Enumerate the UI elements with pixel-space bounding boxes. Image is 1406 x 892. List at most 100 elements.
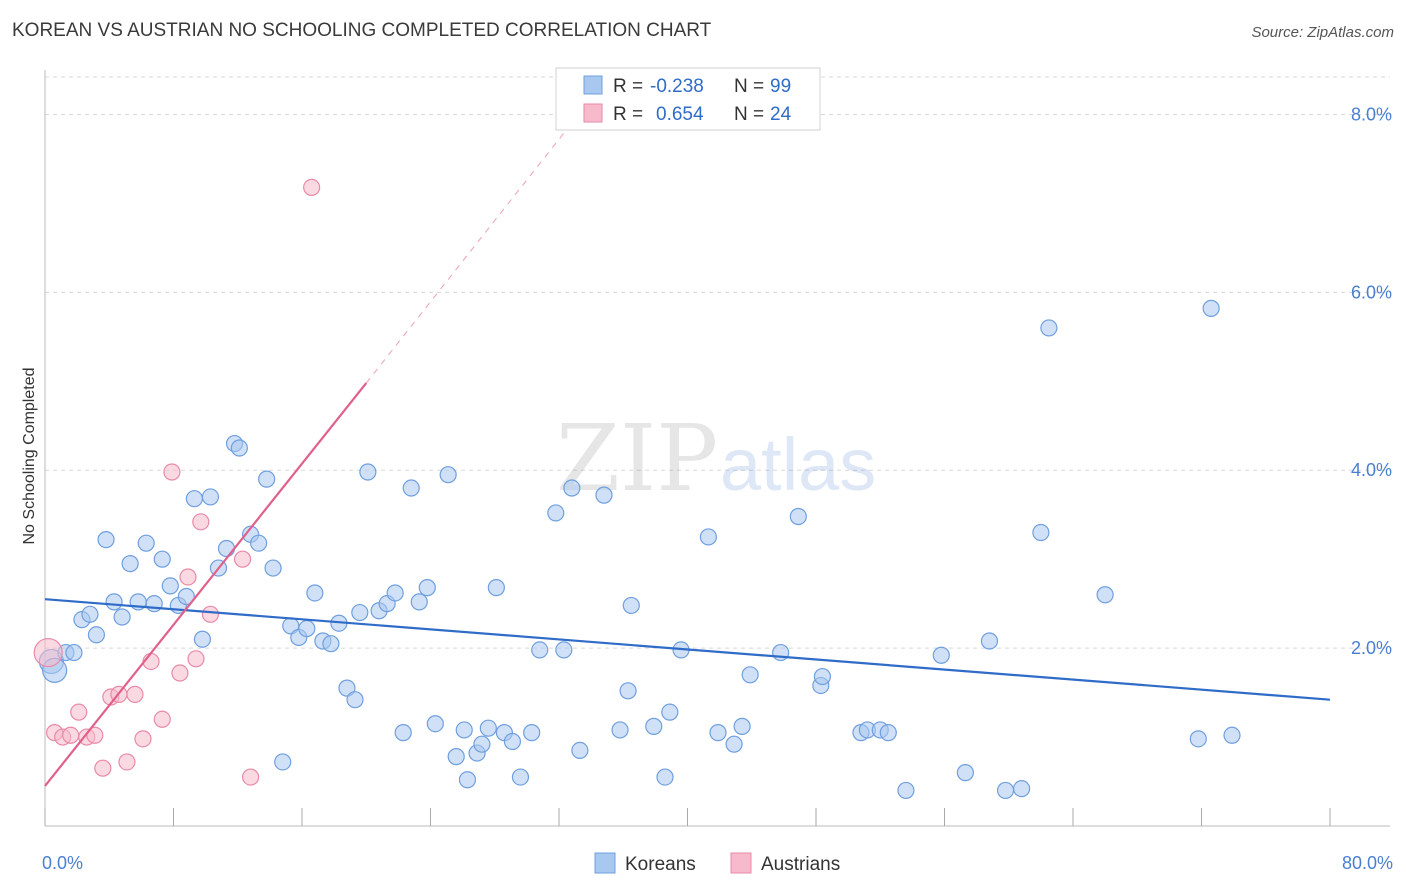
- austrian-point: [153, 710, 171, 728]
- korean-point: [547, 504, 565, 522]
- austrian-trend-extension: [365, 118, 576, 384]
- korean-point: [258, 470, 276, 488]
- korean-point: [503, 732, 522, 751]
- stats-swatch-koreans: [583, 75, 603, 95]
- korean-point: [402, 479, 420, 497]
- korean-point: [473, 735, 491, 753]
- stats-n-label-koreans: N =: [734, 76, 764, 97]
- korean-point: [813, 667, 832, 686]
- korean-point: [65, 643, 83, 662]
- korean-point: [897, 781, 915, 800]
- austrian-point: [33, 637, 63, 668]
- korean-point: [645, 717, 663, 735]
- y-tick-label: 8.0%: [1351, 104, 1392, 124]
- korean-point: [1032, 523, 1050, 542]
- korean-point: [879, 724, 897, 742]
- y-tick-label: 6.0%: [1351, 282, 1392, 302]
- korean-point: [161, 577, 179, 595]
- korean-point: [193, 630, 212, 648]
- korean-point: [622, 596, 640, 615]
- stats-swatch-austrians: [583, 103, 603, 123]
- y-tick-label: 2.0%: [1351, 638, 1392, 658]
- korean-point: [426, 715, 444, 733]
- korean-point: [105, 593, 123, 611]
- tick-labels: 2.0% 4.0% 6.0% 8.0% 0.0% 80.0%: [42, 104, 1393, 873]
- korean-point: [306, 584, 324, 602]
- korean-point: [523, 724, 541, 742]
- austrians-points: [33, 178, 321, 786]
- legend-swatch-austrians: [730, 852, 752, 874]
- legend-swatch-koreans: [594, 852, 616, 874]
- korean-point: [458, 771, 477, 789]
- korean-point: [201, 488, 220, 506]
- korean-point: [121, 555, 139, 573]
- korean-point: [996, 781, 1015, 800]
- austrian-point: [126, 685, 144, 703]
- korean-point: [1096, 586, 1114, 604]
- stats-r-label-koreans: R =: [613, 76, 643, 97]
- korean-point: [956, 764, 974, 782]
- korean-point: [709, 724, 727, 742]
- y-tick-label: 4.0%: [1351, 460, 1392, 480]
- korean-point: [447, 748, 465, 766]
- korean-point: [531, 641, 549, 659]
- korean-point: [394, 724, 412, 742]
- korean-point: [487, 579, 505, 597]
- korean-point: [250, 534, 268, 552]
- korean-point: [264, 559, 282, 577]
- stats-n-value-austrians: 24: [770, 104, 792, 125]
- korean-point: [386, 584, 404, 602]
- korean-point: [656, 768, 674, 786]
- korean-point: [789, 507, 807, 526]
- stats-n-value-koreans: 99: [770, 76, 791, 97]
- austrian-point: [62, 726, 80, 744]
- x-tick-label: 0.0%: [42, 853, 83, 873]
- korean-point: [595, 486, 613, 504]
- korean-point: [87, 626, 106, 644]
- korean-point: [153, 550, 171, 568]
- austrian-point: [242, 768, 260, 786]
- korean-point: [230, 439, 248, 457]
- austrian-point: [70, 703, 88, 721]
- korean-point: [418, 579, 436, 597]
- korean-point: [479, 719, 497, 737]
- korean-point: [1012, 780, 1031, 798]
- korean-point: [699, 528, 717, 546]
- austrian-point: [171, 664, 189, 682]
- stats-n-label-austrians: N =: [734, 104, 764, 125]
- korean-point: [439, 466, 457, 484]
- korean-point: [274, 753, 292, 771]
- korean-trend-line: [44, 598, 1331, 701]
- austrian-point: [303, 178, 321, 197]
- korean-point: [563, 479, 581, 497]
- korean-point: [511, 768, 530, 786]
- korean-point: [611, 721, 629, 739]
- korean-point: [1189, 730, 1207, 748]
- korean-point: [571, 741, 589, 760]
- stats-r-value-austrians: 0.654: [656, 104, 704, 125]
- korean-point: [661, 703, 679, 721]
- korean-point: [1223, 726, 1241, 744]
- korean-point: [555, 641, 573, 659]
- legend-label-koreans: Koreans: [625, 854, 696, 875]
- korean-point: [455, 721, 473, 739]
- korean-point: [81, 605, 99, 623]
- austrian-point: [192, 513, 210, 531]
- austrian-trend-line: [44, 382, 368, 787]
- korean-point: [322, 635, 340, 653]
- y-axis-title: No Schooling Completed: [21, 368, 38, 545]
- korean-point: [113, 608, 131, 626]
- koreans-points: [38, 299, 1241, 800]
- korean-point: [1040, 319, 1058, 337]
- korean-point: [346, 691, 364, 709]
- watermark-atlas: atlas: [720, 423, 876, 506]
- series-legend: Koreans Austrians: [594, 852, 840, 875]
- korean-point: [351, 603, 369, 622]
- austrian-point: [134, 730, 152, 748]
- stats-r-label-austrians: R =: [613, 104, 643, 125]
- austrian-point: [94, 759, 112, 777]
- korean-point: [410, 593, 428, 611]
- chart-title: KOREAN VS AUSTRIAN NO SCHOOLING COMPLETE…: [12, 20, 712, 41]
- korean-point: [177, 587, 195, 606]
